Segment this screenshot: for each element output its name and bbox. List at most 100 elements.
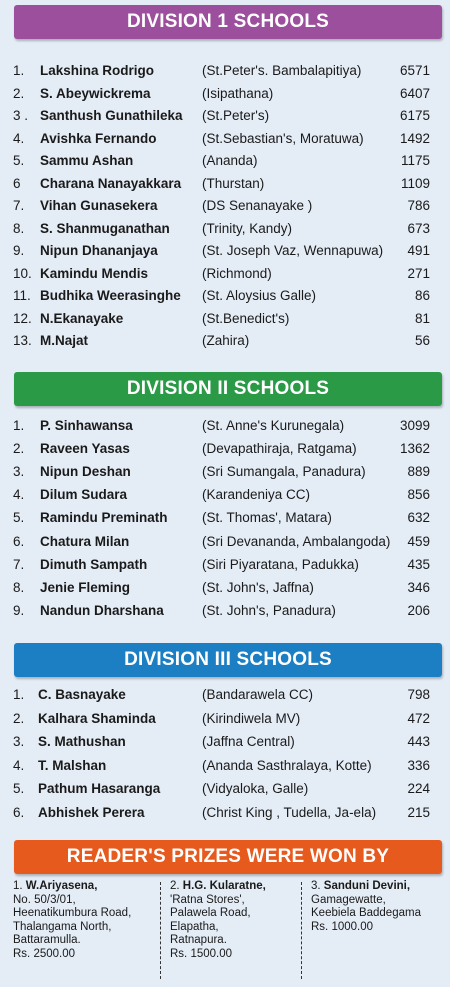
table-row: 1. P. Sinhawansa (St. Anne's Kurunegala) 30… [0, 414, 450, 437]
score-value: 443 [407, 734, 430, 749]
table-row: 5. Ramindu Preminath (St. Thomas', Matara)… [0, 506, 450, 529]
score-value: 6407 [399, 85, 430, 101]
rank-number: 13. [13, 333, 32, 348]
winner-address-line: Keebiela Baddegama [311, 907, 421, 920]
table-row: 2. Kalhara Shaminda (Kirindiwela MV) 472 [0, 707, 450, 730]
school-name: (Thurstan) [202, 175, 265, 191]
school-name: (St.Benedict's) [202, 310, 290, 326]
column-divider [301, 882, 302, 979]
school-name: (St. Joseph Vaz, Wennapuwa) [202, 243, 384, 258]
student-name: S. Mathushan [38, 734, 126, 749]
school-name: (Ananda Sasthralaya, Kotte) [202, 757, 372, 773]
school-name: (St. Anne's Kurunegala) [202, 418, 345, 433]
winner-name: H.G. Kularatne, [182, 880, 266, 892]
table-row: 3. S. Mathushan (Jaffna Central) 443 [0, 730, 450, 753]
student-name: Nandun Dharshana [40, 602, 164, 618]
school-name: (Jaffna Central) [202, 734, 295, 749]
student-name: Sammu Ashan [40, 153, 134, 168]
score-value: 1109 [400, 175, 430, 191]
student-name: Nipun Deshan [40, 464, 131, 480]
score-value: 472 [407, 710, 430, 726]
score-value: 215 [407, 804, 430, 820]
school-name: (St. John's, Panadura) [202, 602, 336, 618]
table-row: 5. Sammu Ashan (Ananda) 1175 [0, 149, 450, 172]
winner-address-line: Rs. 1500.00 [170, 947, 233, 960]
score-value: 206 [407, 602, 430, 618]
score-value: 459 [407, 533, 430, 549]
school-name: (Siri Piyaratana, Padukka) [202, 556, 359, 572]
winner-number: 1. [13, 880, 26, 892]
rank-number: 8. [13, 220, 25, 236]
student-name: Ramindu Preminath [40, 510, 168, 526]
rank-number: 1. [13, 418, 25, 433]
school-name: (St.Peter's. Bambalapitiya) [202, 63, 362, 78]
student-name: Pathum Hasaranga [38, 781, 161, 796]
score-value: 56 [414, 333, 430, 348]
readers-prizes-title: READER'S PRIZES WERE WON BY [66, 846, 390, 867]
score-value: 336 [407, 757, 430, 773]
score-value: 346 [407, 579, 430, 595]
prize-winner: 2. H.G. Kularatne, 'Ratna Stores', Palawel… [170, 880, 266, 983]
rank-number: 6 [13, 175, 21, 191]
student-name: Raveen Yasas [40, 441, 130, 457]
rank-number: 7. [13, 556, 25, 572]
winner-address-line: No. 50/3/01, [13, 893, 76, 906]
winner-address-line: 'Ratna Stores', [170, 893, 245, 906]
student-name: Lakshina Rodrigo [40, 63, 155, 78]
winner-address-line: Thalangama North, [13, 920, 112, 933]
school-name: (DS Senanayake ) [202, 198, 313, 213]
score-value: 224 [407, 781, 430, 796]
score-value: 798 [407, 687, 430, 702]
student-name: Vihan Gunasekera [40, 198, 158, 213]
rank-number: 3 . [13, 108, 29, 123]
rank-number: 9. [13, 602, 25, 618]
student-name: Santhush Gunathileka [40, 108, 183, 123]
school-name: (Bandarawela CC) [202, 687, 314, 702]
score-value: 1175 [400, 153, 430, 168]
winner-address-line: Ratnapura. [170, 934, 227, 947]
table-row: 4. Avishka Fernando (St.Sebastian's, Morat… [0, 127, 450, 150]
rank-number: 1. [13, 63, 25, 78]
table-row: 6. Chatura Milan (Sri Devananda, Ambalango… [0, 530, 450, 553]
table-row: 8. Jenie Fleming (St. John's, Jaffna) 346 [0, 576, 450, 599]
student-name: S. Shanmuganathan [40, 220, 170, 236]
student-name: Jenie Fleming [40, 579, 131, 595]
school-name: (Sri Sumangala, Panadura) [202, 464, 366, 480]
rank-number: 3. [13, 464, 25, 480]
table-row: 1. Lakshina Rodrigo (St.Peter's. Bambalapi… [0, 59, 450, 82]
rank-number: 6. [13, 533, 25, 549]
rank-number: 6. [13, 804, 25, 820]
rank-number: 9. [13, 243, 25, 258]
rank-number: 5. [13, 153, 25, 168]
division-1-banner: DIVISION 1 SCHOOLS [14, 5, 442, 39]
table-row: 9. Nandun Dharshana (St. John's, Panadura)… [0, 599, 450, 622]
winner-address-line: Rs. 1000.00 [311, 920, 374, 933]
student-name: Nipun Dhananjaya [40, 243, 158, 258]
score-value: 1492 [399, 130, 430, 146]
score-value: 435 [407, 556, 430, 572]
table-row: 13. M.Najat (Zahira) 56 [0, 329, 450, 352]
school-name: (Vidyaloka, Galle) [202, 781, 309, 796]
student-name: Kalhara Shaminda [38, 710, 156, 726]
school-name: (Christ King , Tudella, Ja-ela) [202, 804, 377, 820]
school-name: (St.Peter's) [202, 108, 270, 123]
school-name: (Sri Devananda, Ambalangoda) [202, 533, 391, 549]
rank-number: 5. [13, 781, 25, 796]
winner-name: Sanduni Devini, [323, 880, 411, 892]
table-row: 3. Nipun Deshan (Sri Sumangala, Panadura) 8… [0, 460, 450, 483]
student-name: Kamindu Mendis [40, 265, 149, 281]
prize-winner: 3. Sanduni Devini, Gamagewatte, Keebiela B… [311, 880, 421, 983]
score-value: 86 [414, 288, 430, 303]
winner-heading: 2. H.G. Kularatne, [170, 880, 266, 894]
prize-winner: 1. W.Ariyasena, No. 50/3/01, Heenatikumbur… [13, 880, 131, 983]
division-1-title: DIVISION 1 SCHOOLS [126, 11, 330, 32]
score-value: 6571 [399, 63, 430, 78]
school-name: (St. Thomas', Matara) [202, 510, 332, 526]
readers-prizes-winners: 1. W.Ariyasena, No. 50/3/01, Heenatikumbur… [0, 880, 450, 985]
table-row: 4. T. Malshan (Ananda Sasthralaya, Kotte) 3… [0, 754, 450, 777]
rank-number: 1. [13, 687, 25, 702]
school-name: (Richmond) [202, 265, 272, 281]
division-2-title: DIVISION II SCHOOLS [126, 378, 330, 399]
rank-number: 4. [13, 130, 25, 146]
student-name: P. Sinhawansa [40, 418, 133, 433]
